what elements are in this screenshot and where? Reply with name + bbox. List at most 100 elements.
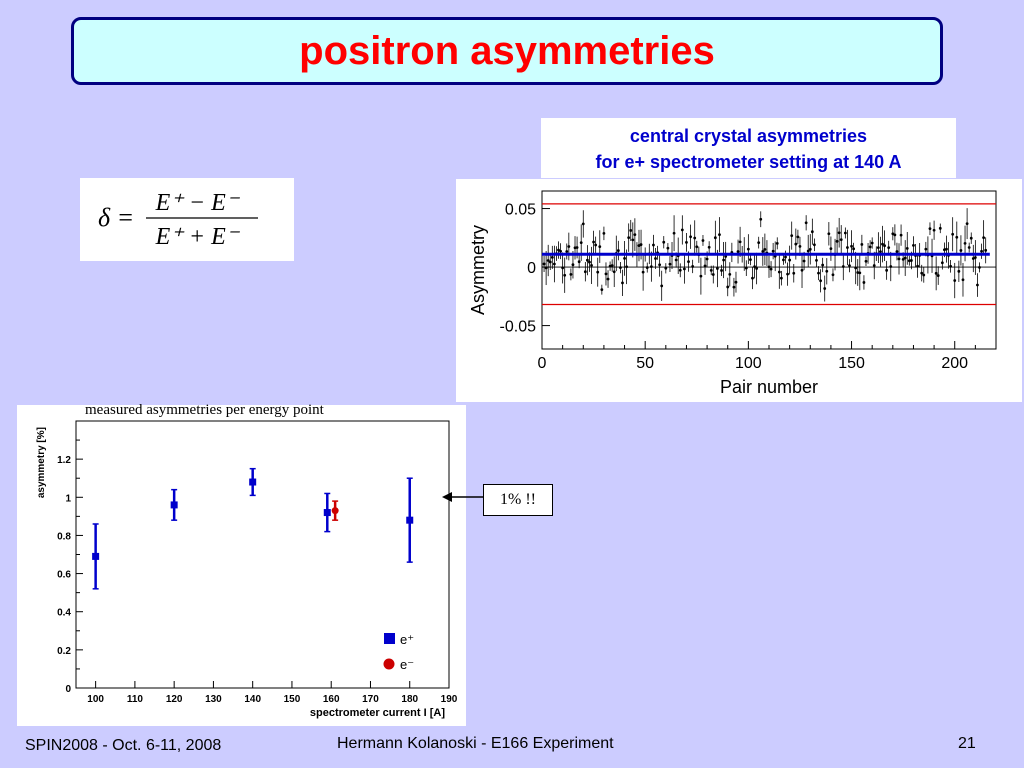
data-point <box>579 241 583 245</box>
data-point <box>903 256 907 260</box>
data-point <box>862 281 866 284</box>
data-point <box>596 270 600 274</box>
caption-line-1: central crystal asymmetries <box>629 126 868 146</box>
data-point <box>546 259 550 262</box>
data-point <box>672 231 676 235</box>
data-point <box>767 265 771 269</box>
series-electron <box>331 500 339 521</box>
data-point <box>800 268 804 272</box>
data-point <box>323 509 331 517</box>
data-point <box>680 228 684 232</box>
data-point <box>621 281 624 285</box>
data-point <box>823 287 827 290</box>
data-point <box>627 236 631 240</box>
data-point <box>817 271 820 275</box>
x-tick-label: 150 <box>838 355 865 372</box>
data-point <box>664 266 668 270</box>
plot-frame <box>75 420 450 689</box>
y-tick-label: 0.05 <box>505 202 536 219</box>
data-point <box>718 233 721 237</box>
data-point <box>827 232 831 236</box>
data-point <box>897 257 901 261</box>
data-point <box>724 255 728 258</box>
x-tick-label: 190 <box>441 694 458 705</box>
y-axis-label: asymmetry [%] <box>36 427 47 498</box>
x-tick-label: 100 <box>735 355 762 372</box>
page-number: 21 <box>958 735 976 752</box>
x-tick-label: 160 <box>323 694 340 705</box>
data-point <box>695 245 699 249</box>
asymmetry-formula: δ = E⁺ − E⁻ E⁺ + E⁻ <box>98 190 258 250</box>
data-point <box>406 516 414 524</box>
data-point <box>819 279 822 283</box>
data-point <box>837 231 841 235</box>
data-point <box>887 246 891 250</box>
data-point <box>577 260 581 264</box>
data-point <box>550 256 554 259</box>
data-point <box>881 242 884 246</box>
y-tick-label: 0.2 <box>57 646 71 657</box>
data-point <box>552 262 556 266</box>
data-point <box>885 268 889 272</box>
data-point <box>802 259 806 263</box>
annotation-box: 1% !! <box>483 484 553 516</box>
y-tick-label: -0.05 <box>500 319 537 336</box>
x-tick-label: 110 <box>127 694 144 705</box>
data-point <box>649 265 653 269</box>
data-point <box>685 240 688 244</box>
data-point <box>763 247 767 251</box>
data-point <box>565 250 569 253</box>
data-point <box>738 240 742 244</box>
data-point <box>583 270 587 274</box>
data-point <box>567 245 571 248</box>
y-tick-label: 0 <box>65 684 71 695</box>
data-point <box>703 264 707 268</box>
data-point <box>951 232 955 236</box>
x-tick-label: 130 <box>205 694 222 705</box>
data-point <box>666 246 670 250</box>
caption-line-2: for e+ spectrometer setting at 140 A <box>595 152 902 172</box>
data-point <box>953 279 957 282</box>
data-point <box>575 246 579 249</box>
formula-denominator: E⁺ + E⁻ <box>155 224 241 250</box>
data-point <box>912 243 915 247</box>
data-point <box>808 247 812 251</box>
data-point <box>945 247 948 251</box>
data-point <box>744 266 748 270</box>
data-point <box>792 271 796 275</box>
data-point <box>982 236 986 239</box>
data-point <box>331 507 339 515</box>
data-point <box>955 235 959 239</box>
legend-marker <box>384 633 395 644</box>
legend-marker <box>383 658 395 670</box>
bottom-chart-caption: measured asymmetries per energy point <box>85 402 324 418</box>
data-point <box>633 233 637 236</box>
top-chart-panel: 0 50 100 150 200 -0.05 0 0.05 Pair number Asymmet… <box>456 179 1022 402</box>
data-point <box>716 267 719 270</box>
data-point <box>616 249 620 252</box>
data-point <box>813 243 816 247</box>
data-point <box>893 233 897 237</box>
data-point <box>746 247 750 251</box>
data-point <box>691 265 695 268</box>
data-point <box>561 266 565 270</box>
data-point <box>810 230 814 234</box>
data-point <box>590 264 593 267</box>
data-point <box>709 269 713 272</box>
data-point <box>682 267 686 271</box>
bottom-chart-panel: 100 110 120 130 140 150 160 170 180 190 0 0.2 0.4 0.6… <box>17 405 466 726</box>
data-point <box>909 259 913 262</box>
data-point <box>949 264 952 268</box>
data-point <box>916 264 919 268</box>
data-point <box>604 272 608 276</box>
data-point <box>170 501 178 509</box>
y-tick-label: 0.6 <box>57 570 71 581</box>
data-point <box>771 249 775 253</box>
data-point <box>662 240 666 244</box>
footer-left: SPIN2008 - Oct. 6-11, 2008 <box>25 737 222 754</box>
legend-label: e⁻ <box>400 657 414 672</box>
data-point <box>843 231 847 235</box>
data-point <box>629 229 633 232</box>
data-point <box>588 260 591 264</box>
legend: e⁺ e⁻ <box>383 632 414 672</box>
